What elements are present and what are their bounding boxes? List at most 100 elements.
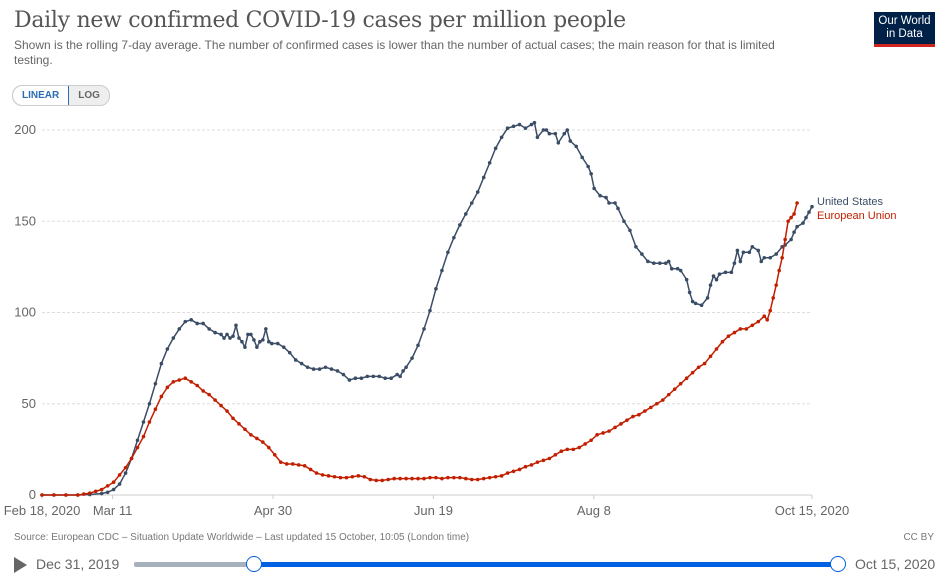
- data-point[interactable]: [774, 252, 778, 256]
- data-point[interactable]: [353, 376, 358, 381]
- data-point[interactable]: [720, 339, 725, 344]
- data-point[interactable]: [213, 398, 217, 402]
- data-point[interactable]: [189, 318, 194, 322]
- data-point[interactable]: [768, 255, 773, 260]
- data-point[interactable]: [765, 318, 770, 322]
- data-point[interactable]: [320, 473, 325, 477]
- data-point[interactable]: [628, 228, 632, 233]
- data-point[interactable]: [517, 467, 522, 472]
- data-point[interactable]: [240, 339, 244, 344]
- data-point[interactable]: [165, 347, 170, 351]
- data-point[interactable]: [714, 347, 719, 351]
- data-point[interactable]: [732, 261, 737, 266]
- data-point[interactable]: [586, 164, 590, 169]
- data-point[interactable]: [801, 221, 805, 225]
- data-point[interactable]: [666, 392, 671, 397]
- data-point[interactable]: [702, 361, 707, 366]
- data-point[interactable]: [607, 201, 611, 205]
- data-point[interactable]: [228, 336, 232, 340]
- data-point[interactable]: [135, 445, 140, 450]
- data-point[interactable]: [556, 140, 561, 145]
- data-point[interactable]: [684, 376, 689, 381]
- data-point[interactable]: [275, 341, 280, 346]
- data-point[interactable]: [652, 261, 656, 266]
- data-point[interactable]: [243, 345, 247, 349]
- data-point[interactable]: [541, 458, 546, 463]
- data-point[interactable]: [792, 212, 796, 216]
- data-point[interactable]: [678, 381, 683, 386]
- data-point[interactable]: [332, 474, 337, 479]
- data-point[interactable]: [657, 261, 662, 266]
- data-point[interactable]: [434, 286, 438, 291]
- data-point[interactable]: [350, 474, 355, 479]
- data-point[interactable]: [678, 268, 683, 273]
- data-point[interactable]: [505, 471, 510, 475]
- data-point[interactable]: [434, 475, 438, 480]
- data-point[interactable]: [261, 338, 265, 342]
- data-point[interactable]: [771, 296, 776, 300]
- data-point[interactable]: [580, 155, 584, 160]
- series-label-european-union[interactable]: European Union: [817, 210, 897, 222]
- data-point[interactable]: [111, 480, 116, 485]
- data-point[interactable]: [258, 339, 262, 344]
- data-point[interactable]: [428, 308, 432, 313]
- data-point[interactable]: [535, 460, 540, 464]
- data-point[interactable]: [777, 268, 781, 273]
- data-point[interactable]: [404, 365, 408, 370]
- data-point[interactable]: [696, 365, 701, 370]
- data-point[interactable]: [535, 135, 540, 140]
- log-scale-button[interactable]: LOG: [78, 90, 100, 101]
- data-point[interactable]: [601, 431, 605, 435]
- data-point[interactable]: [129, 456, 134, 461]
- data-point[interactable]: [783, 237, 787, 242]
- data-point[interactable]: [729, 270, 734, 275]
- data-point[interactable]: [87, 491, 92, 495]
- data-point[interactable]: [147, 401, 152, 406]
- data-point[interactable]: [141, 434, 146, 439]
- data-point[interactable]: [237, 422, 241, 426]
- data-point[interactable]: [213, 330, 217, 335]
- data-point[interactable]: [323, 365, 328, 370]
- data-point[interactable]: [544, 128, 549, 132]
- data-point[interactable]: [750, 323, 755, 328]
- data-point[interactable]: [446, 475, 450, 480]
- data-point[interactable]: [547, 131, 552, 136]
- data-point[interactable]: [529, 122, 534, 127]
- data-point[interactable]: [416, 343, 420, 348]
- data-point[interactable]: [487, 475, 492, 480]
- data-point[interactable]: [571, 447, 576, 452]
- data-point[interactable]: [616, 206, 620, 211]
- data-point[interactable]: [341, 372, 346, 377]
- data-point[interactable]: [589, 172, 593, 176]
- data-point[interactable]: [708, 354, 713, 359]
- data-point[interactable]: [147, 420, 152, 424]
- data-point[interactable]: [296, 463, 301, 467]
- data-point[interactable]: [738, 259, 743, 264]
- data-point[interactable]: [663, 261, 668, 266]
- data-point[interactable]: [398, 374, 402, 379]
- timeline-start-handle[interactable]: [245, 556, 262, 572]
- data-point[interactable]: [747, 250, 752, 255]
- data-point[interactable]: [386, 477, 391, 482]
- data-point[interactable]: [410, 476, 414, 481]
- timeline-track[interactable]: [134, 556, 846, 572]
- data-point[interactable]: [666, 259, 671, 264]
- data-point[interactable]: [377, 374, 382, 379]
- data-point[interactable]: [326, 474, 331, 478]
- data-point[interactable]: [380, 478, 385, 483]
- data-point[interactable]: [311, 367, 316, 371]
- data-point[interactable]: [607, 429, 611, 433]
- data-point[interactable]: [52, 493, 56, 497]
- data-point[interactable]: [687, 290, 692, 295]
- data-point[interactable]: [493, 474, 498, 479]
- data-point[interactable]: [222, 336, 226, 340]
- data-point[interactable]: [475, 477, 480, 482]
- data-point[interactable]: [135, 438, 140, 443]
- data-point[interactable]: [177, 327, 182, 331]
- data-point[interactable]: [123, 465, 128, 470]
- data-point[interactable]: [619, 422, 623, 426]
- data-point[interactable]: [302, 464, 307, 468]
- data-point[interactable]: [699, 303, 704, 307]
- data-point[interactable]: [795, 201, 799, 205]
- data-point[interactable]: [359, 376, 364, 381]
